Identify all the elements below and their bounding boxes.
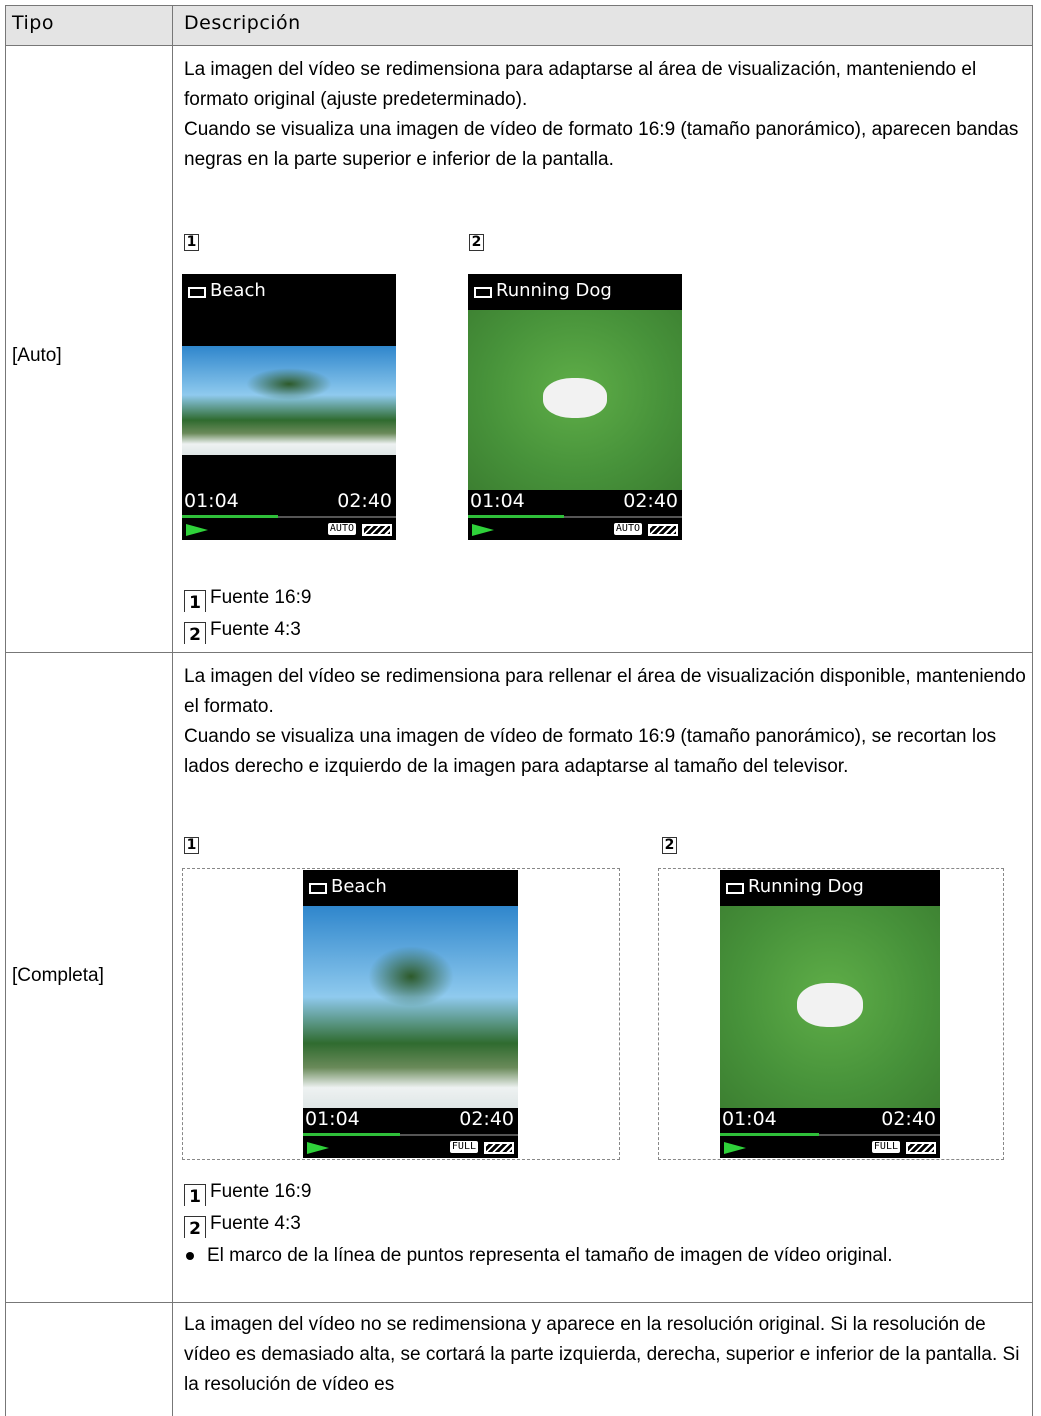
figure-marker: 1: [184, 837, 199, 854]
mode-tag: FULL: [449, 1141, 478, 1153]
progress-track: [720, 1134, 940, 1136]
header-cell: Tipo: [12, 12, 54, 34]
figure-marker: 1: [184, 234, 199, 251]
mode-tag: AUTO: [327, 523, 356, 535]
row-border: [5, 652, 1033, 653]
caption-text: Fuente 4:3: [210, 619, 301, 640]
total-time: 02:40: [337, 490, 392, 512]
progress-track: [303, 1134, 518, 1136]
row-border: [5, 1302, 1033, 1303]
video-title: Running Dog: [496, 280, 612, 301]
description: La imagen del vídeo se redimensiona para…: [184, 662, 1029, 782]
paragraph: Cuando se visualiza una imagen de vídeo …: [184, 726, 997, 777]
battery-icon: [362, 524, 392, 536]
progress-bar: [182, 515, 279, 518]
battery-icon: [906, 1142, 936, 1154]
caption-marker: 1: [184, 1184, 206, 1207]
bullet: [186, 1252, 194, 1260]
film-icon: [726, 883, 744, 894]
caption-marker: 2: [184, 1216, 206, 1239]
paragraph: Cuando se visualiza una imagen de vídeo …: [184, 119, 1019, 170]
elapsed-time: 01:04: [184, 490, 239, 512]
table-border: [1032, 5, 1033, 1416]
film-icon: [188, 287, 206, 298]
figure-marker: 2: [662, 837, 677, 854]
caption-text: Fuente 16:9: [210, 1181, 312, 1202]
header-bg: [5, 5, 1032, 45]
total-time: 02:40: [459, 1108, 514, 1130]
device-screen: Running Dog 01:04 02:40 AUTO: [468, 274, 682, 540]
mode-tag: FULL: [871, 1141, 900, 1153]
video-image: [468, 310, 682, 490]
paragraph: La imagen del vídeo no se redimensiona y…: [184, 1314, 1020, 1395]
type-cell: [Auto]: [12, 345, 62, 366]
dog: [797, 982, 863, 1028]
total-time: 02:40: [881, 1108, 936, 1130]
dog: [542, 378, 608, 418]
mode-tag: AUTO: [613, 523, 642, 535]
caption-text: Fuente 4:3: [210, 1213, 301, 1234]
palm: [246, 367, 332, 401]
video-image: [303, 906, 518, 1108]
progress-bar: [468, 515, 565, 518]
film-icon: [474, 287, 492, 298]
palm: [367, 946, 454, 1007]
device-screen: Running Dog 01:04 02:40 FULL: [720, 870, 940, 1158]
device-screen: Beach 01:04 02:40 AUTO: [182, 274, 396, 540]
play-icon: [186, 524, 208, 536]
device-screen: Beach 01:04 02:40 FULL: [303, 870, 518, 1158]
figure-marker: 2: [469, 234, 484, 251]
video-image: [182, 346, 396, 455]
total-time: 02:40: [623, 490, 678, 512]
film-icon: [309, 883, 327, 894]
type-cell: [Completa]: [12, 965, 104, 986]
description: La imagen del vídeo no se redimensiona y…: [184, 1310, 1029, 1400]
elapsed-time: 01:04: [722, 1108, 777, 1130]
original-frame: [658, 868, 1004, 1160]
battery-icon: [484, 1142, 514, 1154]
note: El marco de la línea de puntos represent…: [207, 1245, 893, 1266]
video-image: [720, 906, 940, 1108]
table-border: [5, 5, 6, 1416]
battery-icon: [648, 524, 678, 536]
caption-text: Fuente 16:9: [210, 587, 312, 608]
column-border: [172, 5, 173, 1416]
paragraph: La imagen del vídeo se redimensiona para…: [184, 59, 977, 110]
description: La imagen del vídeo se redimensiona para…: [184, 55, 1029, 175]
progress-bar: [303, 1133, 400, 1136]
play-icon: [724, 1142, 746, 1154]
header-cell: Descripción: [184, 12, 301, 34]
progress-track: [182, 516, 396, 518]
video-title: Beach: [331, 876, 387, 897]
table-border: [5, 5, 1033, 6]
caption-marker: 2: [184, 622, 206, 645]
caption-marker: 1: [184, 590, 206, 613]
video-title: Beach: [210, 280, 266, 301]
row-border: [5, 45, 1033, 46]
progress-track: [468, 516, 682, 518]
paragraph: La imagen del vídeo se redimensiona para…: [184, 666, 1026, 717]
elapsed-time: 01:04: [305, 1108, 360, 1130]
progress-bar: [720, 1133, 819, 1136]
play-icon: [472, 524, 494, 536]
original-frame: [182, 868, 620, 1160]
play-icon: [307, 1142, 329, 1154]
video-title: Running Dog: [748, 876, 864, 897]
elapsed-time: 01:04: [470, 490, 525, 512]
